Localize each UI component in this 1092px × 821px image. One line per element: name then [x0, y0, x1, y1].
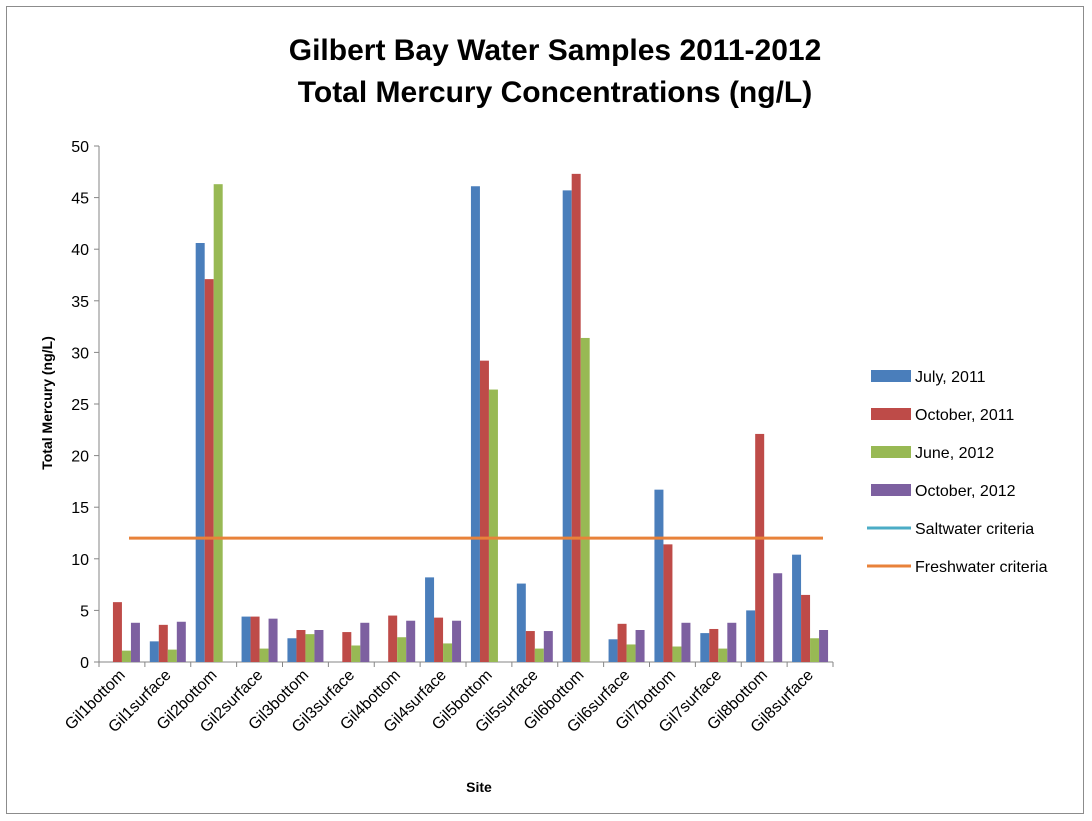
bar-july-2011 — [287, 638, 297, 662]
bar-july-2011 — [516, 583, 526, 662]
bar-october-2011 — [342, 632, 352, 662]
bar-october-2011 — [204, 279, 214, 662]
bar-july-2011 — [195, 243, 205, 662]
bar-october-2012 — [773, 573, 783, 662]
legend: July, 2011 October, 2011 June, 2012 October… — [867, 369, 1048, 576]
bar-october-2012 — [727, 622, 737, 662]
bar-june-2012 — [718, 648, 728, 662]
chart-title-line-2: Total Mercury Concentrations (ng/L) — [298, 76, 812, 109]
bar-october-2011 — [571, 173, 581, 662]
bar-october-2012 — [130, 622, 140, 662]
bar-october-2012 — [314, 630, 324, 662]
bar-october-2011 — [250, 616, 260, 662]
y-axis-title: Total Mercury (ng/L) — [39, 336, 55, 470]
bar-june-2012 — [488, 389, 498, 662]
bar-october-2011 — [525, 631, 535, 662]
bar-october-2011 — [434, 617, 444, 662]
bar-october-2012 — [635, 630, 645, 662]
bar-october-2011 — [112, 602, 122, 662]
bar-june-2012 — [305, 634, 315, 662]
y-tick-label: 5 — [80, 603, 89, 620]
y-tick-label: 10 — [71, 552, 89, 569]
bar-july-2011 — [241, 616, 251, 662]
chart-title-line-1: Gilbert Bay Water Samples 2011-2012 — [289, 34, 822, 67]
bar-october-2011 — [388, 615, 398, 662]
y-tick-label: 50 — [71, 139, 89, 156]
x-axis-title: Site — [466, 779, 492, 795]
legend-label: October, 2011 — [915, 407, 1014, 424]
bar-october-2011 — [709, 628, 719, 662]
bar-july-2011 — [654, 489, 664, 662]
bar-october-2012 — [406, 620, 416, 662]
bar-october-2011 — [296, 630, 306, 662]
bar-june-2012 — [626, 644, 636, 662]
bar-june-2012 — [259, 648, 269, 662]
bar-june-2012 — [810, 638, 820, 662]
bar-july-2011 — [470, 186, 480, 663]
y-tick-label: 25 — [71, 397, 89, 414]
bar-october-2011 — [663, 544, 673, 662]
bar-october-2011 — [617, 623, 627, 662]
legend-swatch — [871, 370, 911, 382]
bar-june-2012 — [534, 648, 544, 662]
y-tick-label: 45 — [71, 191, 89, 208]
bar-june-2012 — [167, 649, 177, 662]
bar-october-2012 — [543, 631, 553, 662]
bar-july-2011 — [562, 190, 572, 662]
legend-label: October, 2012 — [915, 483, 1016, 500]
bar-july-2011 — [746, 610, 756, 662]
y-tick-label: 20 — [71, 449, 89, 466]
legend-swatch — [871, 446, 911, 458]
legend-swatch — [871, 408, 911, 420]
bar-july-2011 — [425, 577, 435, 662]
bar-june-2012 — [672, 646, 682, 662]
legend-label: July, 2011 — [915, 369, 986, 386]
bar-june-2012 — [397, 637, 407, 662]
y-tick-label: 15 — [71, 500, 89, 517]
y-tick-label: 40 — [71, 242, 89, 259]
bar-october-2012 — [360, 622, 370, 662]
bar-june-2012 — [121, 650, 131, 662]
y-tick-label: 35 — [71, 294, 89, 311]
y-tick-label: 30 — [71, 345, 89, 362]
bar-october-2012 — [681, 622, 691, 662]
y-tick-label: 0 — [80, 655, 89, 672]
legend-swatch — [871, 484, 911, 496]
bar-june-2012 — [351, 645, 361, 662]
bar-june-2012 — [213, 184, 223, 662]
bar-october-2012 — [268, 618, 278, 662]
legend-label: June, 2012 — [915, 445, 994, 462]
bar-july-2011 — [149, 641, 159, 662]
chart-svg: Gilbert Bay Water Samples 2011-2012 Tota… — [39, 34, 1048, 795]
plot-area: 05101520253035404550Gil1bottomGil1surfac… — [62, 139, 834, 736]
bar-june-2012 — [580, 337, 590, 662]
bar-july-2011 — [608, 639, 618, 662]
bar-october-2012 — [176, 621, 186, 662]
legend-label: Freshwater criteria — [915, 559, 1048, 576]
legend-label: Saltwater criteria — [915, 521, 1034, 538]
bar-october-2012 — [452, 620, 462, 662]
bar-july-2011 — [792, 554, 802, 662]
bar-october-2011 — [158, 624, 168, 662]
bar-june-2012 — [443, 643, 453, 662]
bar-october-2011 — [755, 433, 765, 662]
chart-frame: Gilbert Bay Water Samples 2011-2012 Tota… — [6, 6, 1084, 814]
bar-july-2011 — [700, 633, 710, 662]
bar-october-2011 — [479, 360, 489, 662]
bar-october-2011 — [801, 594, 811, 662]
bar-october-2012 — [819, 630, 829, 662]
